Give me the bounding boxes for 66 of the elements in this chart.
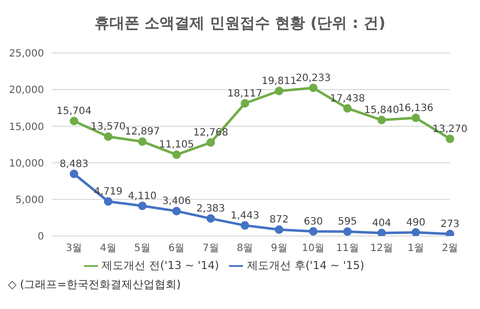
legend-label: 제도개선 전('13 ~ '14) bbox=[102, 259, 219, 272]
y-tick-label: 25,000 bbox=[9, 48, 44, 60]
data-label: 1,443 bbox=[230, 210, 260, 222]
point bbox=[206, 214, 215, 223]
point bbox=[206, 138, 215, 147]
y-tick-label: 15,000 bbox=[9, 122, 44, 133]
data-label: 13,570 bbox=[90, 122, 126, 133]
point bbox=[446, 134, 454, 144]
point bbox=[343, 227, 352, 236]
point bbox=[172, 206, 181, 216]
point bbox=[70, 170, 78, 178]
x-tick-label: 10월 bbox=[302, 243, 325, 254]
data-label: 12,897 bbox=[124, 126, 160, 138]
point bbox=[240, 221, 250, 230]
x-tick-label: 7월 bbox=[202, 243, 219, 254]
x-tick-label: 8월 bbox=[236, 243, 254, 254]
point bbox=[309, 227, 318, 236]
point bbox=[70, 116, 78, 126]
x-tick-label: 9월 bbox=[270, 243, 288, 254]
data-label: 595 bbox=[338, 216, 357, 228]
x-tick-label: 1월 bbox=[408, 243, 424, 254]
data-label: 19,811 bbox=[262, 76, 297, 87]
data-label: 2,383 bbox=[196, 204, 226, 215]
point bbox=[377, 228, 386, 236]
point bbox=[412, 228, 420, 236]
point bbox=[138, 202, 147, 210]
data-label: 11,105 bbox=[159, 140, 194, 151]
data-label: 15,840 bbox=[364, 105, 400, 116]
point bbox=[377, 116, 386, 124]
data-label: 18,117 bbox=[227, 88, 262, 100]
x-tick-label: 6월 bbox=[168, 243, 185, 254]
chart-title: 휴대폰 소액결제 민원접수 현황 (단위 : 건) bbox=[93, 13, 387, 34]
data-label: 8,483 bbox=[60, 158, 88, 170]
point bbox=[138, 137, 147, 146]
point bbox=[446, 230, 454, 236]
point bbox=[274, 86, 284, 96]
point bbox=[240, 99, 250, 108]
data-label: 16,136 bbox=[398, 102, 434, 114]
point bbox=[309, 84, 318, 92]
y-tick-label: 10,000 bbox=[9, 158, 44, 170]
point bbox=[343, 104, 352, 113]
y-tick-label: 20,000 bbox=[9, 85, 44, 96]
data-label: 630 bbox=[304, 216, 323, 228]
point bbox=[104, 197, 112, 206]
point bbox=[274, 225, 284, 234]
data-label: 4,110 bbox=[128, 190, 157, 202]
x-tick-label: 5월 bbox=[134, 243, 151, 254]
data-label: 15,704 bbox=[56, 106, 92, 118]
point bbox=[172, 150, 181, 159]
data-label: 20,233 bbox=[296, 72, 331, 84]
point bbox=[412, 114, 420, 122]
x-tick-label: 4월 bbox=[100, 243, 116, 254]
x-tick-label: 2월 bbox=[442, 243, 458, 254]
data-label: 872 bbox=[270, 214, 289, 226]
data-label: 273 bbox=[440, 219, 460, 230]
text: ◇ (그래프=한국전화결제산업협회) bbox=[8, 277, 182, 292]
x-tick-label: 11월 bbox=[336, 243, 359, 254]
x-tick-label: 12월 bbox=[370, 243, 394, 254]
y-tick-label: 0 bbox=[38, 232, 44, 243]
x-tick-label: 3월 bbox=[66, 243, 82, 254]
point bbox=[104, 132, 112, 141]
y-tick-label: 5,000 bbox=[15, 194, 44, 206]
data-label: 404 bbox=[372, 218, 392, 230]
data-label: 3,406 bbox=[162, 196, 191, 208]
legend-label: 제도개선 후('14 ~ '15) bbox=[247, 259, 364, 272]
data-label: 490 bbox=[406, 217, 426, 228]
